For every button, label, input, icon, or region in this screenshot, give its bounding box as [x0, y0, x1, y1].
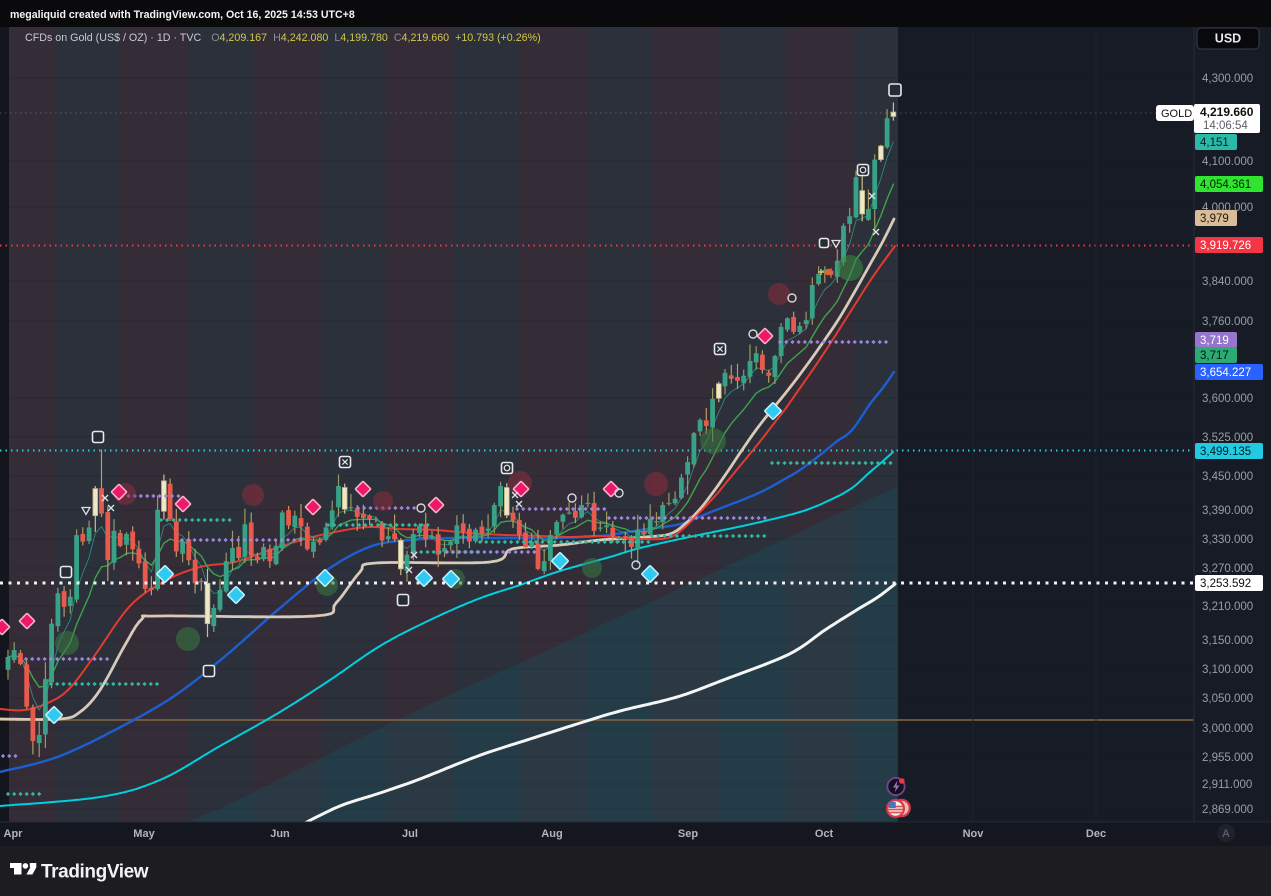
svg-text:May: May — [133, 828, 155, 840]
svg-text:2,911.000: 2,911.000 — [1202, 779, 1252, 791]
svg-text:3,450.000: 3,450.000 — [1202, 471, 1253, 483]
svg-text:2,869.000: 2,869.000 — [1202, 804, 1253, 816]
svg-text:Sep: Sep — [678, 828, 698, 840]
svg-text:3,600.000: 3,600.000 — [1202, 393, 1253, 405]
svg-text:Dec: Dec — [1086, 828, 1106, 840]
svg-text:3,390.000: 3,390.000 — [1202, 505, 1253, 517]
svg-text:TradingView: TradingView — [41, 862, 149, 883]
svg-text:3,840.000: 3,840.000 — [1202, 276, 1253, 288]
svg-text:4,100.000: 4,100.000 — [1202, 156, 1253, 168]
svg-text:3,000.000: 3,000.000 — [1202, 723, 1253, 735]
svg-text:3,499.135: 3,499.135 — [1200, 446, 1251, 458]
svg-text:3,919.726: 3,919.726 — [1200, 240, 1251, 252]
svg-text:Nov: Nov — [963, 828, 985, 840]
svg-text:megaliquid created with Tradin: megaliquid created with TradingView.com,… — [10, 9, 355, 21]
svg-text:3,760.000: 3,760.000 — [1202, 316, 1253, 328]
svg-text:3,719: 3,719 — [1200, 335, 1229, 347]
svg-text:4,219.660: 4,219.660 — [1200, 105, 1254, 119]
svg-text:3,270.000: 3,270.000 — [1202, 563, 1253, 575]
svg-text:3,050.000: 3,050.000 — [1202, 693, 1253, 705]
svg-text:14:06:54: 14:06:54 — [1203, 120, 1248, 132]
svg-text:Aug: Aug — [541, 828, 562, 840]
svg-text:3,525.000: 3,525.000 — [1202, 432, 1253, 444]
svg-text:Apr: Apr — [4, 828, 24, 840]
svg-text:3,979: 3,979 — [1200, 213, 1229, 225]
svg-text:4,300.000: 4,300.000 — [1202, 73, 1253, 85]
svg-text:3,150.000: 3,150.000 — [1202, 635, 1253, 647]
svg-text:3,654.227: 3,654.227 — [1200, 367, 1251, 379]
svg-text:3,210.000: 3,210.000 — [1202, 601, 1253, 613]
svg-text:3,253.592: 3,253.592 — [1200, 578, 1251, 590]
svg-text:USD: USD — [1215, 32, 1241, 46]
svg-text:3,330.000: 3,330.000 — [1202, 534, 1253, 546]
svg-text:GOLD: GOLD — [1161, 108, 1192, 120]
svg-text:2,955.000: 2,955.000 — [1202, 752, 1253, 764]
svg-text:A: A — [1222, 828, 1230, 840]
svg-text:Jun: Jun — [270, 828, 290, 840]
svg-text:3,717: 3,717 — [1200, 350, 1229, 362]
svg-text:4,151: 4,151 — [1200, 137, 1229, 149]
svg-text:Oct: Oct — [815, 828, 834, 840]
svg-text:4,054.361: 4,054.361 — [1200, 179, 1251, 191]
svg-text:3,100.000: 3,100.000 — [1202, 664, 1253, 676]
svg-text:Jul: Jul — [402, 828, 418, 840]
svg-text:CFDs on Gold (US$ / OZ) · 1D ·: CFDs on Gold (US$ / OZ) · 1D · TVC O4,209… — [25, 32, 541, 44]
